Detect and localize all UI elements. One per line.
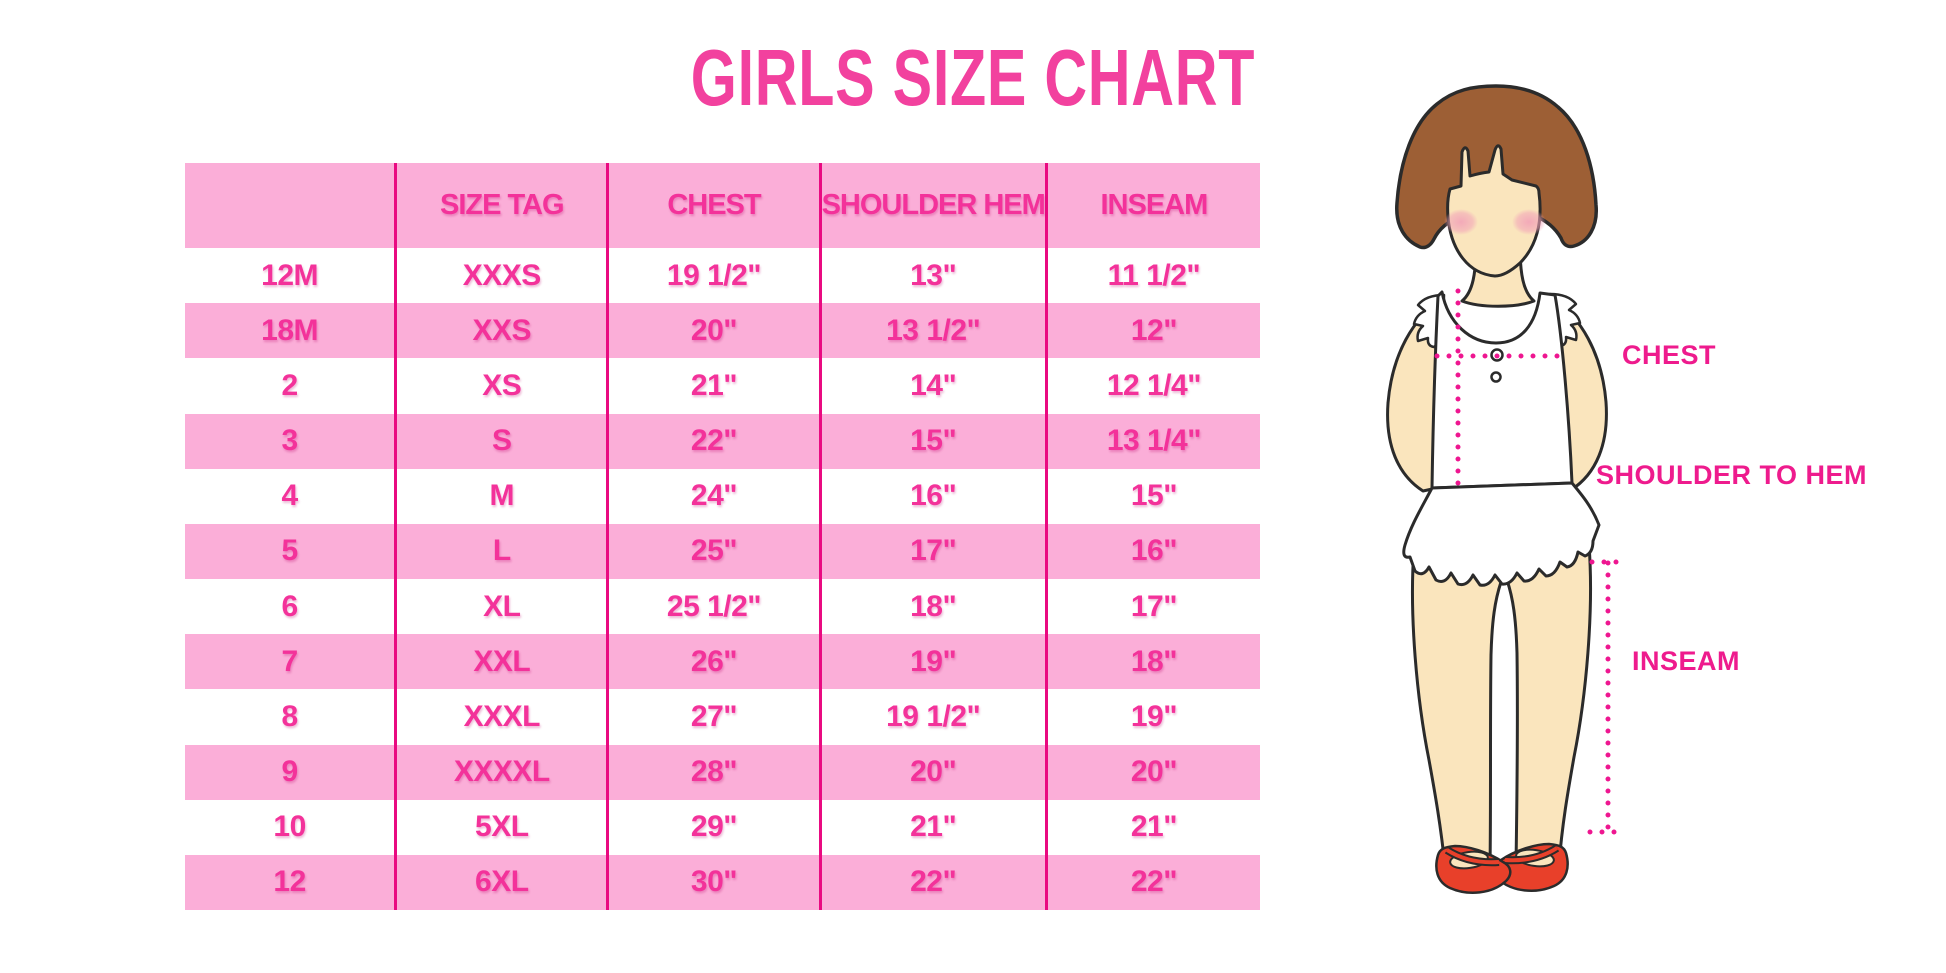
- table-cell: 5XL: [397, 799, 610, 855]
- table-cell: 11 1/2": [1107, 258, 1201, 292]
- table-cell: 21": [822, 799, 1048, 855]
- table-cell: 19 1/2": [822, 689, 1048, 745]
- bodice: [1430, 290, 1574, 490]
- blush-left: [1444, 209, 1478, 235]
- table-cell: XS: [397, 358, 610, 414]
- table-cell: 12M: [185, 248, 398, 304]
- table-cell: 2: [185, 358, 398, 414]
- table-cell: 25 1/2": [609, 579, 822, 635]
- table-cell: 16": [822, 468, 1048, 524]
- shoulder-to-hem-label: SHOULDER TO HEM: [1596, 460, 1868, 490]
- table-cell: M: [397, 468, 610, 524]
- table-cell: 18": [1047, 634, 1260, 690]
- table-cell: 20": [1047, 744, 1260, 800]
- inseam-label: INSEAM: [1632, 646, 1741, 676]
- table-cell: 13 1/2": [821, 303, 1048, 359]
- table-cell: 30": [609, 854, 822, 910]
- table-cell: 28": [609, 744, 822, 800]
- table-cell: 22": [821, 854, 1048, 910]
- table-cell: 5: [185, 523, 398, 579]
- table-cell: 22": [609, 413, 822, 469]
- table-cell: 20": [609, 303, 822, 359]
- table-cell: 19": [1130, 699, 1178, 733]
- table-cell: XL: [397, 579, 610, 635]
- page-title: GIRLS SIZE CHART: [690, 33, 1256, 122]
- table-cell: 17": [821, 523, 1048, 579]
- table-cell: 18M: [185, 303, 398, 359]
- blush-right: [1512, 209, 1546, 235]
- table-cell: 9: [185, 744, 398, 800]
- table-cell: 22": [1047, 854, 1260, 910]
- table-cell: 19": [821, 634, 1048, 690]
- table-cell: 4: [185, 468, 398, 524]
- table-cell: XXXS: [397, 248, 610, 304]
- table-cell: 6: [185, 579, 398, 635]
- table-cell: 13 1/4": [1047, 413, 1260, 469]
- header-cell-shoulder-hem: SHOULDER HEM: [821, 163, 1048, 248]
- table-cell: 18": [822, 579, 1048, 635]
- chest-label: CHEST: [1622, 340, 1717, 370]
- table-cell: 19 1/2": [609, 248, 822, 304]
- table-cell: 26": [609, 634, 822, 690]
- header-cell-chest: CHEST: [609, 163, 822, 248]
- header-cell-size-tag: SIZE TAG: [397, 163, 610, 248]
- header-cell-blank: [185, 163, 398, 248]
- table-cell: 15": [1130, 479, 1178, 513]
- table-cell: 12: [185, 854, 398, 910]
- table-cell: 10: [185, 799, 398, 855]
- size-table: SIZE TAG CHEST SHOULDER HEM INSEAM 12M XXXS 19…: [185, 163, 1260, 910]
- table-cell: 16": [1047, 523, 1260, 579]
- table-cell: 12 1/4": [1106, 368, 1202, 402]
- table-cell: 8: [185, 689, 398, 745]
- table-cell: XXXXL: [397, 744, 610, 800]
- table-cell: 7: [185, 634, 398, 690]
- peplum-skirt: [1402, 481, 1601, 587]
- left-shoe-strap-fill: [1445, 848, 1500, 865]
- table-cell: S: [397, 413, 610, 469]
- right-leg: [1505, 543, 1593, 867]
- table-cell: 14": [822, 358, 1048, 414]
- right-shoe-strap-fill: [1504, 846, 1559, 863]
- table-cell: 20": [821, 744, 1048, 800]
- face: [1446, 144, 1542, 278]
- girl-figure-illustration: [1386, 84, 1629, 894]
- header-cell-inseam: INSEAM: [1047, 163, 1260, 248]
- table-cell: XXL: [397, 634, 610, 690]
- table-cell: L: [397, 523, 610, 579]
- bottom-button: [1490, 371, 1502, 383]
- table-cell: 25": [609, 523, 822, 579]
- left-leg: [1410, 547, 1503, 869]
- table-cell: 21": [609, 358, 822, 414]
- table-cell: 13": [822, 248, 1048, 304]
- table-cell: XXS: [397, 303, 610, 359]
- table-cell: 29": [609, 799, 822, 855]
- table-cell: 6XL: [397, 854, 610, 910]
- table-cell: 21": [1130, 810, 1178, 844]
- table-cell: 27": [609, 689, 822, 745]
- table-cell: 15": [821, 413, 1048, 469]
- table-cell: 3: [185, 413, 398, 469]
- table-cell: 12": [1047, 303, 1260, 359]
- table-cell: XXXL: [397, 689, 610, 745]
- table-cell: 17": [1130, 589, 1178, 623]
- table-cell: 24": [609, 468, 822, 524]
